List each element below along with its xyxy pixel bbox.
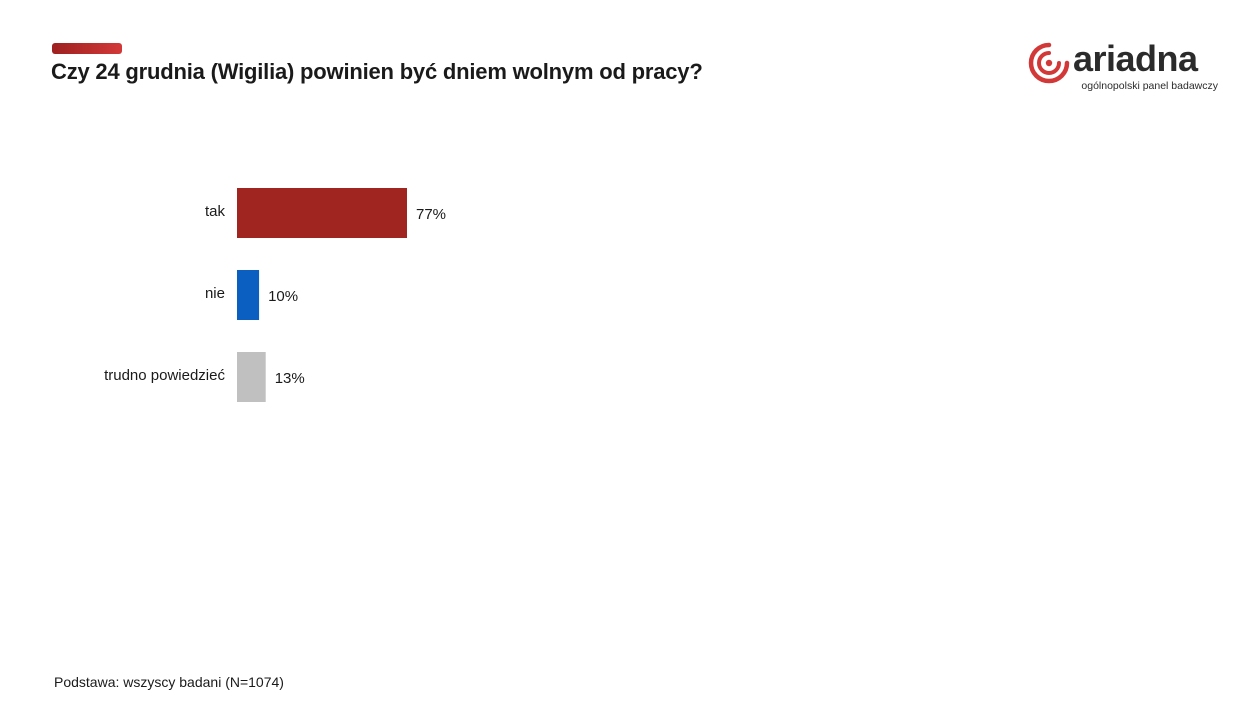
title-accent-bar bbox=[52, 43, 122, 54]
chart-bars bbox=[237, 188, 407, 402]
bar-1 bbox=[237, 270, 260, 320]
category-labels: tak nie trudno powiedzieć bbox=[104, 203, 225, 384]
category-label: trudno powiedzieć bbox=[104, 367, 225, 384]
value-labels: 77% 10% 13% bbox=[268, 206, 446, 387]
category-label: nie bbox=[205, 285, 225, 302]
ariadna-spiral-icon bbox=[1028, 42, 1070, 84]
bar-2 bbox=[237, 352, 266, 402]
value-label: 10% bbox=[268, 288, 298, 305]
value-label: 77% bbox=[416, 206, 446, 223]
footnote: Podstawa: wszyscy badani (N=1074) bbox=[54, 674, 284, 690]
bar-0 bbox=[237, 188, 407, 238]
brand-tagline: ogólnopolski panel badawczy bbox=[1081, 80, 1218, 92]
brand-name: ariadna bbox=[1073, 38, 1198, 79]
page-title: Czy 24 grudnia (Wigilia) powinien być dn… bbox=[51, 59, 703, 84]
brand-logo: ariadna ogólnopolski panel badawczy bbox=[1028, 38, 1228, 96]
category-label: tak bbox=[205, 203, 226, 220]
value-label: 13% bbox=[275, 370, 305, 387]
